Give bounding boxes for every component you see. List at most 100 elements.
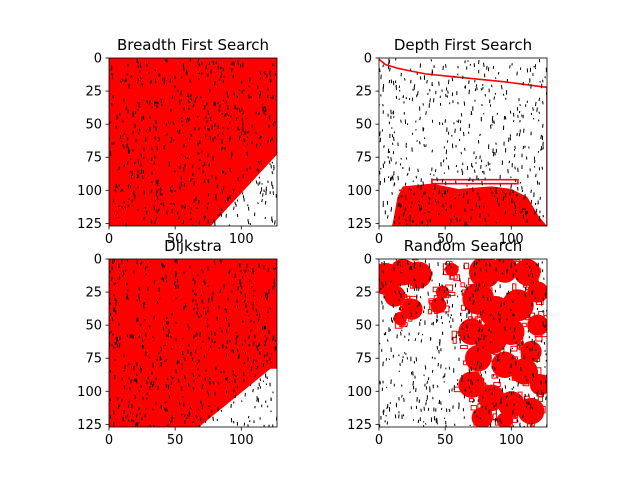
explored-cell: [480, 402, 488, 409]
explored-cell: [517, 396, 524, 405]
y-tick-label: 75: [85, 151, 102, 166]
obstacle: [517, 382, 519, 387]
obstacle: [239, 263, 241, 268]
obstacle: [188, 326, 190, 330]
obstacle: [475, 155, 477, 160]
obstacle: [177, 378, 180, 383]
x-tick-label: 100: [499, 232, 524, 247]
explored-cell: [500, 320, 507, 325]
obstacle: [446, 189, 449, 193]
explored-cell: [399, 280, 404, 285]
obstacle: [447, 165, 450, 170]
obstacle: [238, 89, 241, 92]
obstacle: [480, 373, 483, 376]
obstacle: [194, 98, 197, 103]
obstacle: [141, 338, 144, 342]
y-tick-label: 0: [364, 253, 372, 268]
obstacle: [451, 77, 454, 82]
explored-cell: [452, 337, 457, 344]
obstacle: [115, 125, 118, 129]
obstacle: [492, 317, 495, 321]
explored-cell: [524, 316, 530, 321]
obstacle: [208, 380, 211, 385]
explored-cell: [379, 265, 381, 273]
explored-cell: [482, 348, 491, 356]
obstacle: [494, 417, 497, 423]
explored-cell: [532, 379, 537, 385]
obstacle: [438, 212, 440, 216]
y-tick-label: 75: [355, 352, 372, 367]
obstacle: [461, 168, 463, 173]
y-tick-label: 25: [85, 286, 102, 301]
obstacle: [227, 114, 230, 117]
explored-cell: [478, 382, 487, 389]
explored-cell: [485, 354, 492, 363]
obstacle: [205, 369, 207, 373]
y-tick-label: 100: [77, 385, 102, 400]
obstacle: [234, 394, 237, 399]
obstacle: [409, 265, 412, 270]
explored-cell: [468, 285, 476, 293]
explored-cell: [533, 268, 541, 274]
obstacle: [393, 136, 395, 142]
explored-cell: [475, 303, 484, 311]
explored-cell: [495, 389, 504, 395]
obstacle: [179, 186, 181, 191]
obstacle: [403, 397, 405, 402]
obstacle: [143, 147, 145, 152]
obstacle: [434, 298, 437, 302]
explored-cell: [472, 270, 479, 277]
obstacle: [137, 208, 139, 212]
obstacle: [176, 259, 178, 265]
explored-cell: [403, 275, 411, 283]
explored-cell: [517, 335, 524, 340]
obstacle: [444, 119, 447, 123]
explored-cell: [475, 277, 480, 284]
obstacle: [473, 263, 475, 268]
obstacle: [273, 120, 276, 124]
obstacle: [254, 373, 257, 377]
obstacle: [441, 284, 443, 288]
obstacle: [233, 206, 235, 210]
obstacle: [146, 99, 148, 104]
obstacle: [235, 340, 238, 345]
explored-cell: [512, 283, 517, 291]
x-tick-label: 100: [229, 232, 254, 247]
obstacle: [426, 79, 428, 84]
obstacle: [420, 319, 422, 322]
x-tick-label: 50: [167, 433, 184, 448]
obstacle: [438, 189, 440, 195]
explored-blob: [464, 344, 492, 372]
obstacle: [465, 221, 468, 226]
obstacle: [512, 112, 515, 117]
subplot-3: 0 50 100 0 25 50 75 100 125 Random Search: [347, 237, 548, 448]
explored-cell: [406, 298, 411, 306]
obstacle: [504, 326, 506, 331]
obstacle: [233, 92, 236, 96]
obstacle: [413, 84, 416, 88]
obstacle: [498, 320, 501, 324]
explored-cell: [373, 283, 378, 287]
obstacle: [208, 405, 210, 408]
obstacle: [217, 381, 220, 385]
obstacle: [424, 365, 427, 370]
obstacle: [183, 305, 186, 309]
y-tick-label: 125: [347, 217, 372, 232]
obstacle: [519, 104, 521, 106]
obstacle: [272, 335, 275, 341]
obstacle: [498, 318, 500, 321]
obstacle: [386, 215, 389, 219]
obstacle: [132, 130, 134, 134]
explored-cell: [411, 259, 419, 261]
obstacle: [503, 302, 506, 306]
y-tick-label: 25: [355, 286, 372, 301]
explored-area: [392, 183, 547, 226]
axes-frame: [108, 258, 278, 428]
obstacle: [431, 69, 434, 74]
explored-cell: [453, 265, 459, 272]
explored-cell: [373, 279, 378, 283]
explored-blob: [517, 397, 545, 425]
y-tick-label: 75: [85, 352, 102, 367]
obstacle: [509, 190, 511, 196]
obstacle: [237, 60, 239, 65]
